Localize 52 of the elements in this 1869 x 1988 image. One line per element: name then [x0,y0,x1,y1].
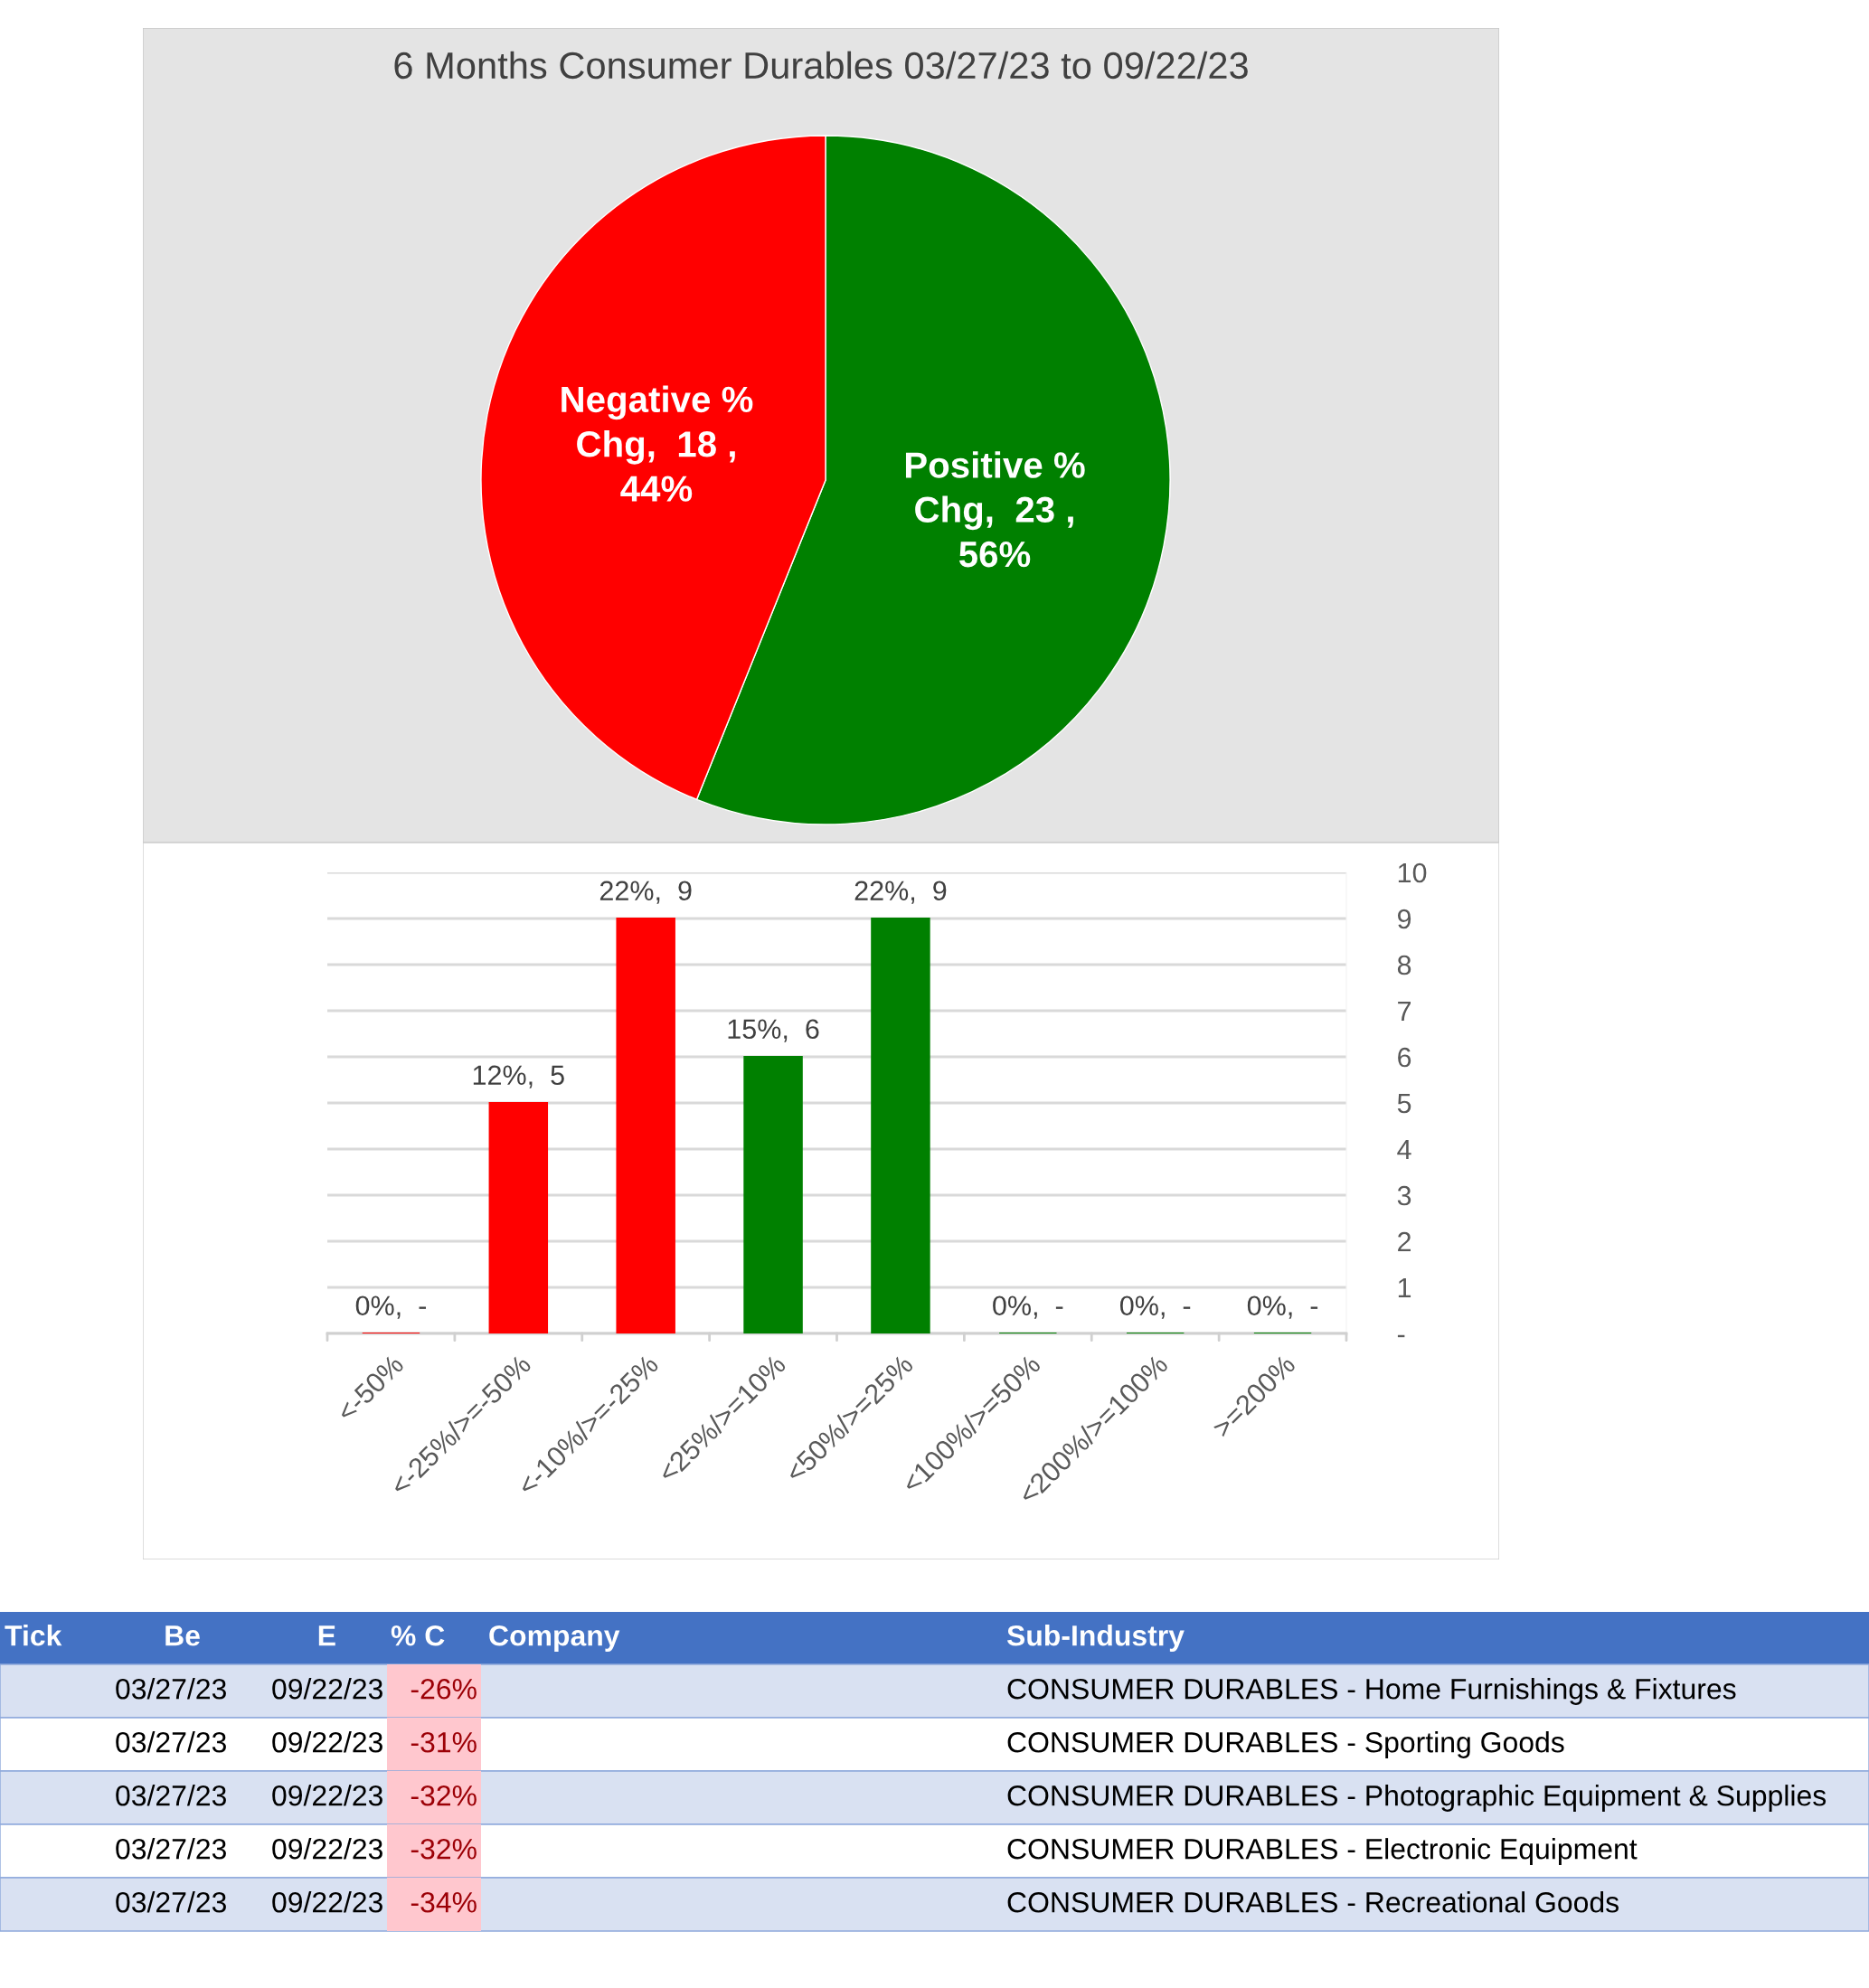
y-tick-label: - [1397,1334,1405,1338]
data-label: 0%, - [355,1295,426,1319]
y-tick-label: 8 [1397,955,1411,975]
text: 09/22/23 [272,1785,382,1806]
category-label: Sub-Industry [1006,1625,1185,1652]
data-label: Negative % Chg, 18 , 44% [562,385,753,502]
y-tick-label: 10 [1398,862,1427,883]
text: -32% [411,1838,477,1860]
data-label: 22%, 9 [854,881,947,904]
data-label: 0%, - [1119,1295,1191,1319]
y-tick-label: 3 [1397,1185,1411,1206]
text: 09/22/23 [272,1838,382,1860]
text: 09/22/23 [272,1678,382,1700]
text: 03/27/23 [116,1891,226,1913]
text: 03/27/23 [116,1785,226,1806]
text: CONSUMER DURABLES - Recreational Goods [1007,1891,1619,1913]
data-label: 0%, - [993,1295,1063,1319]
text: 09/22/23 [272,1731,382,1753]
category-label: Be [165,1625,200,1646]
bar [488,1101,549,1333]
data-label: 22%, 9 [599,881,692,904]
text: 03/27/23 [116,1838,226,1860]
bar [871,917,930,1333]
y-tick-label: 7 [1398,1002,1411,1022]
y-tick-label: 4 [1397,1140,1411,1160]
y-tick-label: 9 [1397,909,1411,929]
y-tick-label: 2 [1398,1231,1411,1252]
chart-title: 6 Months Consumer Durables 03/27/23 to 09/22/23 [394,51,1248,80]
y-tick-label: 1 [1398,1278,1411,1298]
text: CONSUMER DURABLES - Home Furnishings & Fixtures [1007,1678,1736,1705]
y-tick-label: 6 [1398,1047,1411,1068]
text: -26% [411,1678,477,1700]
data-label: 15%, 6 [728,1019,819,1042]
bar [616,917,675,1333]
data-label: Positive % Chg, 23 , 56% [905,451,1085,568]
y-tick-label: 5 [1397,1094,1411,1114]
bar [743,1055,803,1333]
data-label: 12%, 5 [473,1065,564,1088]
text: -34% [411,1891,477,1913]
text: 09/22/23 [272,1891,382,1913]
text: CONSUMER DURABLES - Photographic Equipment & Supplies [1007,1785,1827,1812]
text: CONSUMER DURABLES - Electronic Equipment [1007,1838,1638,1865]
data-label: 0%, - [1247,1295,1318,1319]
category-label: E [318,1625,335,1646]
text: 03/27/23 [116,1731,226,1753]
category-label: Company [489,1625,620,1652]
category-label: % C [391,1625,445,1646]
text: 03/27/23 [116,1678,226,1700]
text: -31% [411,1731,477,1753]
text: -32% [411,1785,477,1806]
category-label: Tick [5,1625,62,1646]
text: CONSUMER DURABLES - Sporting Goods [1007,1731,1564,1758]
